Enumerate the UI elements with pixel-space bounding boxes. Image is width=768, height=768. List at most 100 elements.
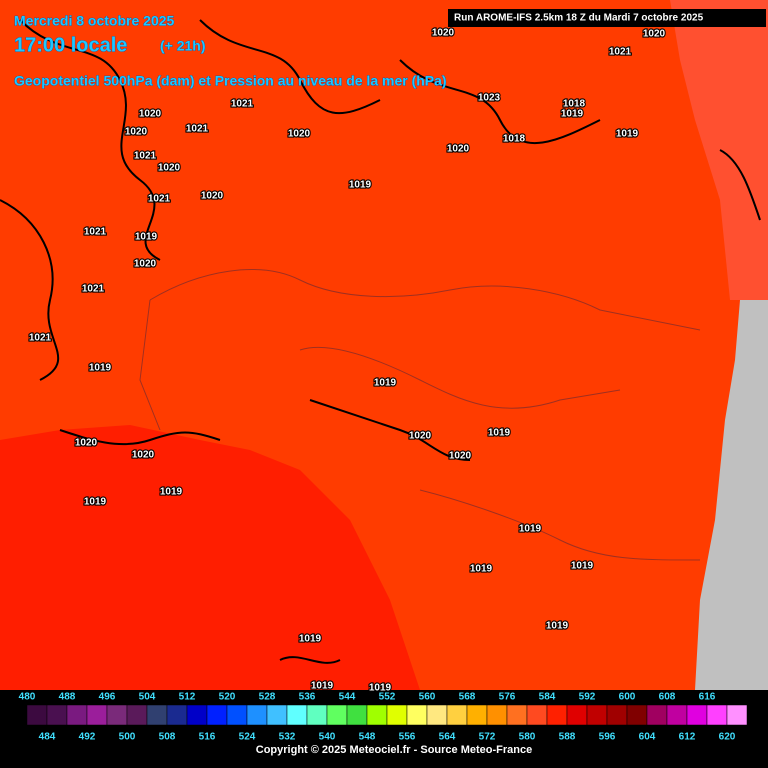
legend-swatch [726,704,748,726]
isobar-label: 1020 [447,144,470,155]
legend-swatch [26,704,48,726]
legend-label: 568 [459,692,476,703]
legend-swatch [706,704,728,726]
legend-swatch [466,704,488,726]
legend-label: 576 [499,692,516,703]
legend-label: 612 [679,732,696,743]
legend-swatch [166,704,188,726]
legend-label: 588 [559,732,576,743]
legend-label: 544 [339,692,356,703]
legend-label: 528 [259,692,276,703]
subtitle: Geopotentiel 500hPa (dam) et Pression au… [14,73,447,89]
isobar-label: 1019 [160,487,183,498]
legend-label: 488 [59,692,76,703]
run-box [448,9,766,27]
isobar-label: 1021 [82,284,105,295]
isobar-label: 1019 [470,564,493,575]
legend-label: 508 [159,732,176,743]
legend-swatch [306,704,328,726]
contours [0,19,761,664]
legend-label: 536 [299,692,316,703]
legend-swatch [406,704,428,726]
isobar-label: 1020 [201,191,224,202]
legend-label: 532 [279,732,296,743]
legend-swatch [526,704,548,726]
isobar-label: 1021 [231,99,254,110]
legend-swatch [666,704,688,726]
legend-swatch [446,704,468,726]
legend-label: 548 [359,732,376,743]
legend-swatch [46,704,68,726]
legend-label: 560 [419,692,436,703]
legend-swatch [246,704,268,726]
legend-label: 572 [479,732,496,743]
legend-label: 596 [599,732,616,743]
legend-swatch [266,704,288,726]
legend-swatch [326,704,348,726]
legend-swatch [646,704,668,726]
isobar-label: 1020 [132,450,155,461]
isobar-label: 1021 [186,124,209,135]
legend-swatch [586,704,608,726]
field-580 [670,0,768,300]
legend-background [0,690,768,768]
legend-label: 592 [579,692,596,703]
lead: (+ 21h) [160,38,206,54]
run: Run AROME-IFS 2.5km 18 Z du Mardi 7 octo… [454,13,704,24]
isobar-label: 1020 [409,431,432,442]
copyright: Copyright © 2025 Meteociel.fr - Source M… [256,744,532,756]
date: Mercredi 8 octobre 2025 [14,13,175,29]
no-data [695,300,768,690]
legend-swatch [86,704,108,726]
isobar-label: 1019 [84,497,107,508]
legend-label: 512 [179,692,196,703]
legend-swatch [226,704,248,726]
isobar-label: 1019 [369,683,392,694]
isobar-label: 1018 [503,134,526,145]
legend-label: 524 [239,732,256,743]
legend-label: 496 [99,692,116,703]
legend-swatch [366,704,388,726]
isobar-label: 1021 [148,194,171,205]
legend-swatch [626,704,648,726]
isobar-label: 1019 [488,428,511,439]
legend-label: 484 [39,732,56,743]
isobar-label: 1019 [616,129,639,140]
isobar-label: 1020 [643,29,666,40]
field-588 [0,425,420,690]
legend-swatch [546,704,568,726]
legend-label: 580 [519,732,536,743]
isobar-label: 1020 [139,109,162,120]
legend-swatch [346,704,368,726]
isobar-label: 1020 [288,129,311,140]
legend-label: 584 [539,692,556,703]
legend-swatch [286,704,308,726]
legend-label: 552 [379,692,396,703]
legend-label: 540 [319,732,336,743]
time: 17:00 locale [14,34,127,56]
legend-label: 500 [119,732,136,743]
isobar-label: 1019 [374,378,397,389]
isobar-label: 1021 [609,47,632,58]
isobar-label: 1020 [75,438,98,449]
isobar-label: 1021 [29,333,52,344]
isobar-label: 1019 [519,524,542,535]
legend-swatch [186,704,208,726]
legend-swatch [686,704,708,726]
legend-label: 604 [639,732,656,743]
legend-label: 516 [199,732,216,743]
legend-swatch [506,704,528,726]
isobar-label: 1023 [478,93,501,104]
isobar-label: 1020 [432,28,455,39]
isobar-label: 1019 [571,561,594,572]
isobar-label: 1018 [563,99,586,110]
legend-label: 608 [659,692,676,703]
legend-label: 556 [399,732,416,743]
legend-label: 564 [439,732,456,743]
legend-label: 620 [719,732,736,743]
isobar-label: 1019 [299,634,322,645]
legend-swatch [106,704,128,726]
isobar-label: 1020 [134,259,157,270]
legend-swatch [566,704,588,726]
legend-label: 480 [19,692,36,703]
